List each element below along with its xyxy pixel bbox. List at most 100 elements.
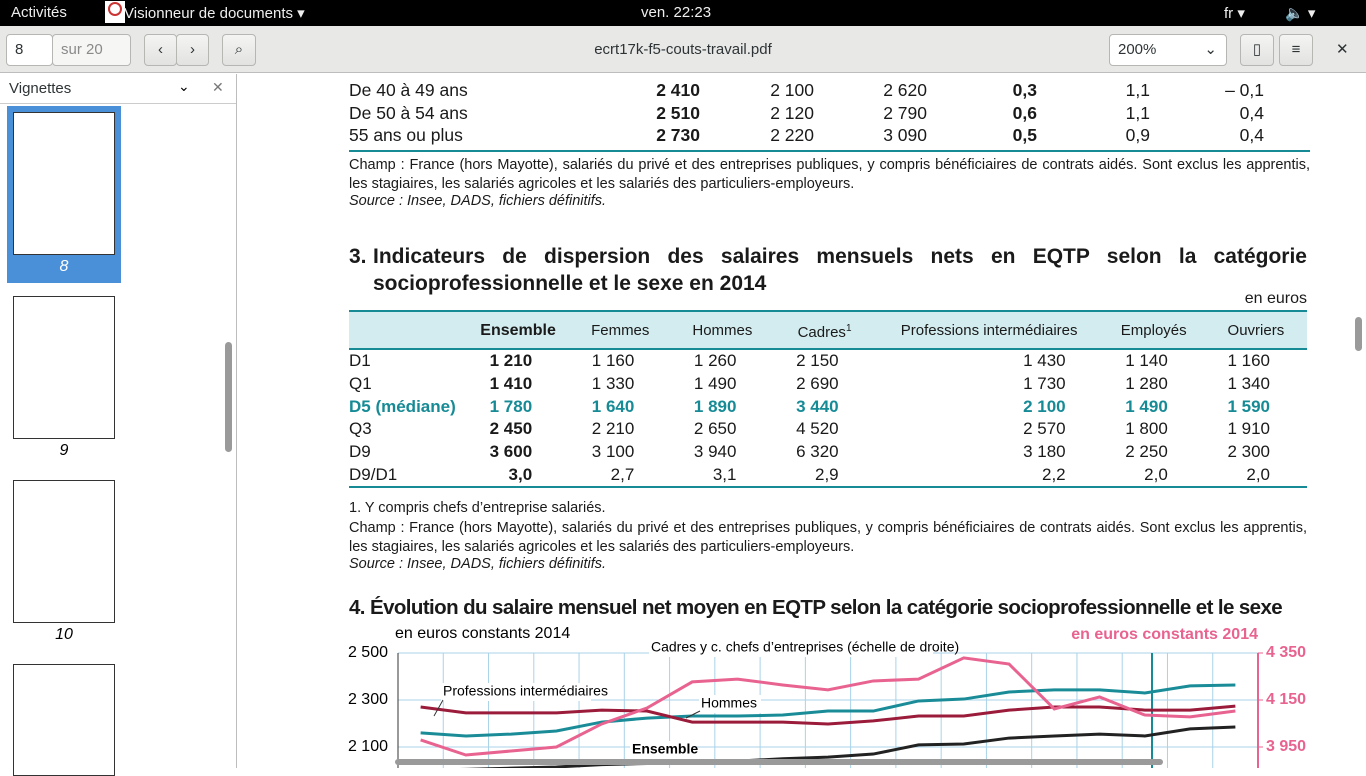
column-header: Professions intermédiaires xyxy=(875,310,1103,350)
cell: 2 690 xyxy=(796,374,839,394)
clock[interactable]: ven. 22:23 xyxy=(641,4,712,21)
section-title: 3. Indicateurs de dispersion des salaires… xyxy=(349,243,1307,297)
cell: 2 650 xyxy=(693,419,737,439)
app-menu[interactable]: Visionneur de documents ▾ xyxy=(124,5,305,22)
cell: 1 140 xyxy=(1125,351,1168,371)
series-line xyxy=(420,704,1236,726)
cell: 2 570 xyxy=(1023,419,1066,439)
cell: 2 210 xyxy=(591,419,635,439)
cell: 1 340 xyxy=(1227,374,1270,394)
y2-tick-label: 4 150 xyxy=(1266,691,1306,708)
activities[interactable]: Activités xyxy=(11,4,67,21)
title: Évolution du salaire mensuel net moyen e… xyxy=(370,596,1283,619)
row: D9/D1 3,0 2,7 3,1 2,9 2,2 2,0 2,0 xyxy=(349,463,1307,489)
row-label: 55 ans ou plus xyxy=(349,125,463,145)
y2-axis-label: en euros constants 2014 xyxy=(1071,626,1258,643)
thumbnail[interactable] xyxy=(13,664,115,776)
row-label: De 50 à 54 ans xyxy=(349,102,468,123)
v-scrollbar[interactable] xyxy=(1355,317,1362,351)
cell: 3,1 xyxy=(671,463,774,489)
zoom-value: 200% xyxy=(1118,41,1157,58)
cell: 3 440 xyxy=(796,396,839,416)
cell: 2 450 xyxy=(489,419,533,439)
leader xyxy=(685,710,701,719)
cell: 2 100 xyxy=(770,80,814,100)
cell: 2,9 xyxy=(773,463,876,489)
page-input[interactable]: 8 xyxy=(6,34,53,66)
cell: 2 730 xyxy=(656,125,700,145)
header-text: Cadres xyxy=(797,323,846,341)
row-label: D9/D1 xyxy=(349,463,467,489)
zoom[interactable]: 200% ⌄ xyxy=(1109,34,1227,66)
thumbnail[interactable] xyxy=(13,480,115,623)
cell: 2 410 xyxy=(656,80,700,100)
row-label: De 40 à 49 ans xyxy=(349,80,468,100)
page-content: De 40 à 49 ans 2 410 2 100 2 620 0,3 1,1 – 0,1… xyxy=(237,74,1366,768)
search[interactable]: ⌕ xyxy=(222,34,256,66)
system-menu[interactable]: 🔈 ▾ xyxy=(1285,5,1316,22)
series-line xyxy=(420,656,1236,757)
cell: 3 600 xyxy=(489,442,533,462)
cell: 3 100 xyxy=(591,442,635,462)
sidebar-scrollbar[interactable] xyxy=(225,342,232,452)
cell: 2 790 xyxy=(883,102,927,123)
header-text: Hommes xyxy=(692,321,753,339)
series-label: Cadres y c. chefs d’entreprises (échelle… xyxy=(651,639,959,655)
menu[interactable]: ≡ xyxy=(1279,34,1313,66)
thumbnail[interactable] xyxy=(13,112,115,255)
cell: 1 330 xyxy=(591,374,635,394)
close[interactable]: ✕ xyxy=(1336,41,1349,58)
language[interactable]: fr ▾ xyxy=(1224,5,1245,22)
chart-title: 4. Évolution du salaire mensuel net moye… xyxy=(349,596,1314,620)
header-text: Ensemble xyxy=(480,321,556,339)
cell: 3 180 xyxy=(1023,442,1066,462)
column-header: Ouvriers xyxy=(1204,310,1307,350)
cell: 1 640 xyxy=(591,396,635,416)
toolbar: 8 sur 20 ‹ › ⌕ ecrt17k-f5-couts-travail.… xyxy=(0,26,1366,73)
header-text: Professions intermédiaires xyxy=(900,321,1078,339)
cell: 0,9 xyxy=(1125,125,1150,145)
cell: 0,4 xyxy=(1239,102,1264,123)
cell: 2,0 xyxy=(1204,463,1307,489)
cell: 2 100 xyxy=(1023,396,1066,416)
series-label: Professions intermédiaires xyxy=(443,683,608,699)
cell: 2 120 xyxy=(770,102,814,123)
row-label: D9 xyxy=(349,442,371,462)
document-view: De 40 à 49 ans 2 410 2 100 2 620 0,3 1,1 – 0,1… xyxy=(237,74,1366,768)
cell: – 0,1 xyxy=(1225,80,1264,100)
thumbnail[interactable] xyxy=(13,296,115,439)
y-tick-label: 2 300 xyxy=(348,691,388,708)
y-axis-label: en euros constants 2014 xyxy=(395,625,570,642)
cell: 1,1 xyxy=(1125,102,1150,123)
cell: 1 890 xyxy=(693,396,737,416)
cell: 2 510 xyxy=(656,102,700,123)
cell: 1 780 xyxy=(489,396,533,416)
y-tick-label: 2 500 xyxy=(348,644,388,661)
sidebar-title: Vignettes xyxy=(9,80,72,97)
page-number: 8 xyxy=(15,41,24,58)
cell: 2 250 xyxy=(1125,442,1168,462)
row: D1 1 210 1 160 1 260 2 150 1 430 1 140 1 160 xyxy=(349,349,1307,373)
prev-page[interactable]: ‹ xyxy=(144,34,177,66)
column-header: Femmes xyxy=(569,310,672,350)
chart: en euros constants 2014 en euros constant… xyxy=(348,625,1306,768)
h-scrollbar[interactable] xyxy=(395,759,1163,765)
annotate[interactable]: ▯ xyxy=(1240,34,1274,66)
series-label: Hommes xyxy=(701,695,757,711)
header-text: Femmes xyxy=(591,321,650,339)
sidebar-dropdown[interactable]: ⌄ xyxy=(178,78,190,94)
cell: 1 490 xyxy=(1125,396,1168,416)
header-text: Ouvriers xyxy=(1227,321,1285,339)
cell: 1 490 xyxy=(693,374,737,394)
cell: 1 910 xyxy=(1227,419,1270,439)
next-page[interactable]: › xyxy=(176,34,209,66)
row-label: D5 (médiane) xyxy=(349,396,456,416)
section-number: 4. xyxy=(349,596,366,619)
cell: 2,2 xyxy=(875,463,1103,489)
sidebar-close[interactable]: ✕ xyxy=(212,79,224,95)
thumb-label: 8 xyxy=(59,258,69,275)
cell: 2 150 xyxy=(796,351,839,371)
lang: fr xyxy=(1224,5,1234,22)
